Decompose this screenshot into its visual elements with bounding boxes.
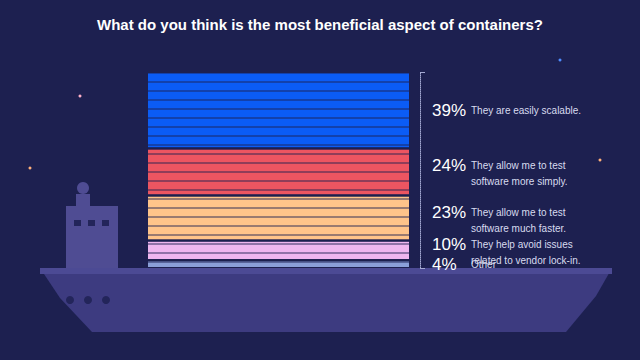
svg-text:What do you think is the most: What do you think is the most beneficial… bbox=[97, 16, 543, 33]
svg-text:10%: 10% bbox=[432, 235, 466, 254]
svg-text:software much faster.: software much faster. bbox=[471, 223, 566, 234]
svg-text:4%: 4% bbox=[432, 255, 457, 274]
svg-text:They help avoid issues: They help avoid issues bbox=[471, 239, 573, 250]
svg-text:software more simply.: software more simply. bbox=[471, 176, 568, 187]
svg-text:related to vendor lock-in.: related to vendor lock-in. bbox=[471, 255, 581, 266]
svg-text:39%: 39% bbox=[432, 101, 466, 120]
svg-text:23%: 23% bbox=[432, 203, 466, 222]
svg-text:They are easily scalable.: They are easily scalable. bbox=[471, 105, 581, 116]
svg-text:They allow me to test: They allow me to test bbox=[471, 160, 566, 171]
svg-text:24%: 24% bbox=[432, 156, 466, 175]
svg-text:They allow me to test: They allow me to test bbox=[471, 207, 566, 218]
